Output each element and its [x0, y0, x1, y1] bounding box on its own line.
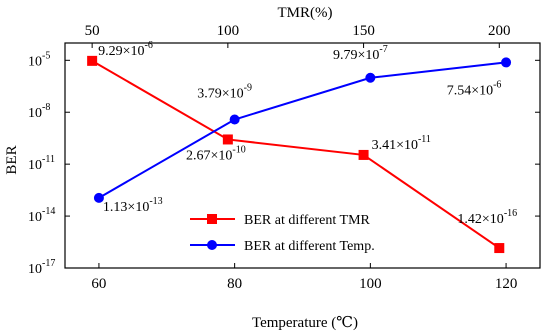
axes-layer: 60 80 100 120 50 100 150 200 10-5 10-8 10-11 10-14 1… — [28, 23, 541, 292]
legend-marker-circle — [207, 240, 217, 250]
data-point-circle — [365, 72, 376, 83]
data-point-square — [222, 134, 233, 145]
y-tick-label: 10-8 — [28, 102, 50, 121]
data-label: 1.13×10-13 — [103, 196, 163, 215]
x-top-tick-label: 50 — [85, 23, 100, 39]
data-point-circle — [501, 57, 512, 68]
data-label: 9.29×10-6 — [98, 40, 153, 59]
series-line-1 — [98, 61, 507, 199]
x-top-tick-label: 100 — [217, 23, 240, 39]
y-tick-label: 10-11 — [28, 154, 55, 173]
y-tick-label: 10-5 — [28, 50, 50, 69]
x-bottom-tick-label: 120 — [495, 276, 518, 292]
series-layer — [87, 55, 512, 254]
y-tick-label: 10-14 — [28, 206, 55, 225]
data-label: 2.67×10-10 — [186, 144, 246, 163]
x-bottom-tick-label: 100 — [359, 276, 382, 292]
y-axis-title: BER — [4, 145, 20, 174]
x-bottom-tick-label: 80 — [227, 276, 242, 292]
data-point-square — [87, 55, 98, 66]
legend-label: BER at different TMR — [244, 213, 371, 228]
legend: BER at different TMR BER at different Tem… — [190, 213, 375, 254]
y-tick-label: 10-17 — [28, 258, 55, 277]
data-label: 9.79×10-7 — [333, 44, 388, 63]
x-top-tick-label: 200 — [488, 23, 511, 39]
x-axis-title-top: TMR(%) — [278, 5, 333, 21]
data-label: 7.54×10-6 — [447, 79, 502, 98]
data-point-circle — [229, 114, 240, 125]
plot-frame — [64, 42, 541, 269]
legend-marker-square — [207, 214, 217, 224]
x-bottom-tick-label: 60 — [91, 276, 106, 292]
data-labels-layer: 9.29×10-6 2.67×10-10 3.41×10-11 1.42×10-16 1… — [98, 40, 517, 227]
data-point-circle — [93, 192, 104, 203]
data-point-square — [494, 243, 505, 254]
legend-label: BER at different Temp. — [244, 239, 375, 254]
data-label: 1.42×10-16 — [457, 208, 517, 227]
series-line-0 — [91, 59, 500, 249]
data-point-square — [358, 149, 369, 160]
x-axis-title-bottom: Temperature (℃) — [252, 315, 358, 331]
data-label: 3.79×10-9 — [197, 83, 252, 102]
data-label: 3.41×10-11 — [372, 134, 431, 153]
x-top-tick-label: 150 — [352, 23, 375, 39]
